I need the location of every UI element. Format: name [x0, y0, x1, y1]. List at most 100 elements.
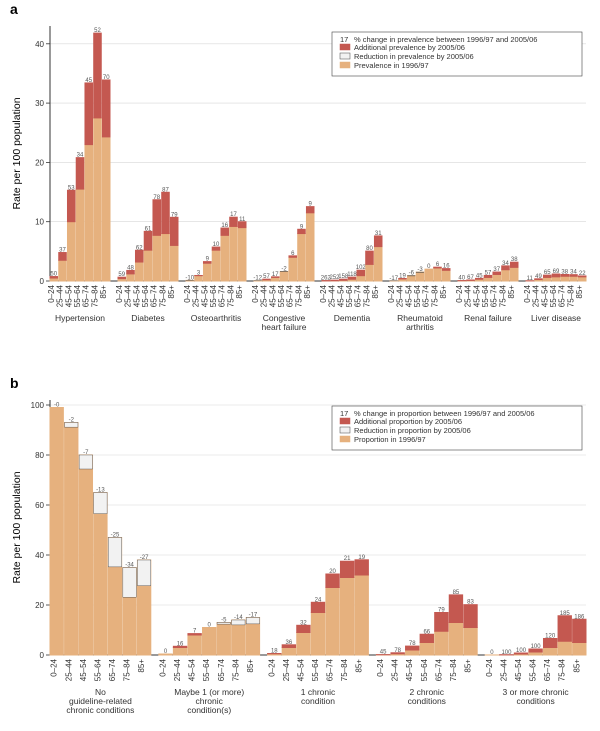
bar-value-label: 17	[230, 212, 237, 218]
age-category-label: 65–74	[218, 284, 227, 307]
bar-value-label: 185	[560, 611, 571, 617]
bar-value-label: 37	[59, 248, 66, 254]
bar-value-label: -12	[253, 276, 262, 282]
bar-value-label: 50	[50, 272, 57, 278]
age-category-label: 65–74	[490, 284, 499, 307]
bar-additional	[573, 619, 586, 642]
age-category-label: 85+	[439, 285, 448, 299]
age-category-label: 45–54	[296, 658, 305, 681]
bar-value-label: -5	[221, 618, 227, 624]
bar-base	[144, 250, 152, 281]
age-category-label: 55–64	[202, 658, 211, 681]
age-category-label: 45–54	[188, 658, 197, 681]
bar-value-label: 32	[300, 620, 307, 626]
age-category-label: 85+	[572, 659, 581, 673]
age-category-label: 25–44	[464, 284, 473, 307]
bar-base	[282, 648, 295, 656]
bar-value-label: 19	[399, 274, 406, 280]
age-category-label: 0–24	[485, 658, 494, 676]
bar-base	[173, 648, 186, 656]
bar-base	[65, 423, 78, 656]
age-category-label: 0–24	[251, 284, 260, 302]
bar-additional	[162, 192, 170, 233]
bar-additional	[102, 80, 110, 137]
age-category-label: 25–44	[56, 284, 65, 307]
age-category-label: 55–64	[549, 284, 558, 307]
age-category-label: 85+	[575, 285, 584, 299]
bar-value-label: -25	[111, 533, 120, 539]
bar-base	[79, 455, 92, 655]
bar-base	[203, 263, 211, 281]
bar-additional	[464, 605, 477, 628]
ytick-label: 100	[31, 401, 45, 410]
bar-value-label: 66	[423, 629, 430, 635]
bar-value-label: 61	[145, 226, 152, 232]
age-category-label: 55–64	[420, 658, 429, 681]
bar-base	[170, 245, 178, 281]
bar-base	[94, 493, 107, 656]
age-category-label: 0–24	[455, 284, 464, 302]
legend-swatch	[340, 62, 350, 68]
age-category-label: 0–24	[50, 658, 59, 676]
bar-base	[484, 277, 492, 281]
bar-value-label: 34	[77, 153, 84, 159]
bar-value-label: 78	[153, 195, 160, 201]
age-category-label: 45–54	[200, 284, 209, 307]
bar-value-label: 19	[358, 555, 365, 561]
age-category-label: 45–54	[472, 284, 481, 307]
bar-value-label: -10	[185, 275, 194, 281]
bar-value-label: 24	[315, 597, 322, 603]
legend-swatch	[340, 418, 350, 424]
legend-row-label: Proportion in 1996/97	[354, 435, 426, 444]
bar-base	[306, 213, 314, 281]
age-category-label: 85+	[246, 659, 255, 673]
bar-value-label: 36	[286, 640, 293, 646]
age-category-label: 0–24	[523, 284, 532, 302]
bar-base	[67, 222, 75, 281]
bar-additional	[340, 561, 353, 577]
bar-value-label: -2	[281, 267, 287, 273]
age-category-label: 75–84	[231, 658, 240, 681]
ytick-label: 80	[35, 451, 44, 460]
age-category-label: 85+	[137, 659, 146, 673]
legend-swatch	[340, 44, 350, 50]
bar-value-label: -0	[54, 403, 60, 409]
bar-value-label: -27	[140, 555, 149, 561]
age-category-label: 75–84	[430, 284, 439, 307]
ytick-label: 0	[40, 651, 45, 660]
y-axis-label: Rate per 100 population	[11, 97, 23, 209]
bar-value-label: 65	[544, 270, 551, 276]
age-category-label: 85+	[235, 285, 244, 299]
bar-value-label: 16	[443, 264, 450, 270]
age-category-label: 0–24	[47, 284, 56, 302]
bar-reduction	[123, 568, 136, 598]
bar-reduction	[137, 560, 150, 586]
bar-base	[153, 235, 161, 281]
bar-additional	[144, 231, 152, 250]
bar-base	[357, 276, 365, 281]
bar-additional	[170, 217, 178, 245]
bar-value-label: 80	[366, 246, 373, 252]
bar-value-label: -34	[125, 563, 134, 569]
bar-value-label: 16	[221, 223, 228, 229]
bar-base	[162, 234, 170, 281]
bar-base	[221, 235, 229, 281]
bar-value-label: 100	[516, 648, 527, 654]
bar-base	[355, 575, 368, 655]
age-category-label: 0–24	[267, 658, 276, 676]
age-category-label: 75–84	[158, 284, 167, 307]
bar-additional	[221, 228, 229, 235]
bar-value-label: 79	[438, 608, 445, 614]
bar-value-label: 85	[453, 590, 460, 596]
age-category-label: 65–74	[286, 284, 295, 307]
legend-row-label: Reduction in prevalence by 2005/06	[354, 52, 474, 61]
age-category-label: 0–24	[115, 284, 124, 302]
bar-base	[578, 277, 586, 281]
bar-base	[374, 247, 382, 281]
bar-base	[442, 270, 450, 281]
bar-base	[50, 408, 63, 656]
bar-value-label: 186	[574, 614, 585, 620]
group-label: heart failure	[262, 322, 307, 332]
bar-additional	[326, 574, 339, 588]
bar-base	[94, 118, 102, 281]
